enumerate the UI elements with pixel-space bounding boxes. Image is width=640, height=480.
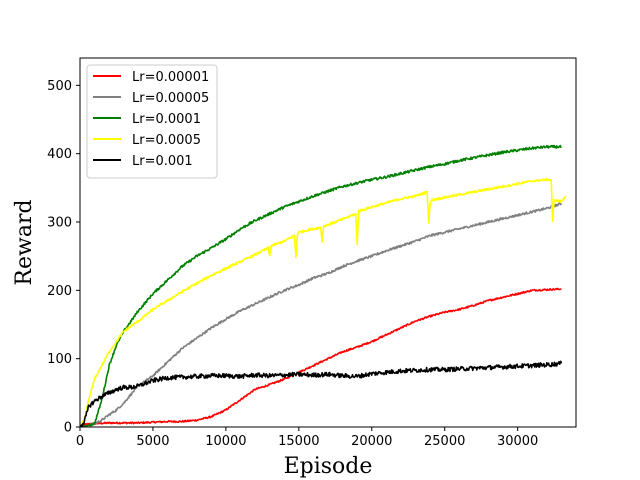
legend-label: Lr=0.0001	[132, 112, 201, 127]
y-tick-label: 400	[47, 147, 72, 162]
series-line-5	[80, 360, 563, 427]
y-tick-label: 200	[47, 284, 72, 299]
legend: Lr=0.00001 Lr=0.00005 Lr=0.0001 Lr=0.0005 Lr…	[86, 64, 218, 179]
y-tick-label: 500	[47, 79, 72, 94]
legend-label: Lr=0.00001	[132, 70, 209, 85]
x-tick-label: 20000	[351, 434, 392, 449]
series-line-2	[80, 202, 563, 427]
series-line-1	[80, 287, 562, 427]
legend-box	[86, 64, 218, 179]
x-tick-label: 25000	[424, 434, 465, 449]
x-axis-label: Episode	[284, 454, 373, 479]
series-line-3	[80, 144, 562, 427]
x-tick-label: 0	[76, 434, 84, 449]
legend-label: Lr=0.00005	[132, 91, 209, 106]
x-axis-ticks: 0 5000 10000 15000 20000 25000 30000	[76, 427, 538, 449]
x-tick-label: 15000	[278, 434, 319, 449]
x-tick-label: 10000	[205, 434, 246, 449]
plot-frame	[79, 57, 577, 428]
series-line-4	[80, 177, 567, 427]
y-tick-label: 300	[47, 216, 72, 231]
series-layer	[80, 144, 567, 427]
legend-label: Lr=0.001	[132, 154, 193, 169]
x-tick-label: 5000	[136, 434, 169, 449]
y-tick-label: 0	[64, 421, 72, 436]
legend-label: Lr=0.0005	[132, 133, 201, 148]
y-axis-label: Reward	[12, 199, 37, 285]
y-axis-ticks: 0 100 200 300 400 500	[47, 79, 80, 436]
y-tick-label: 100	[47, 352, 72, 367]
x-tick-label: 30000	[497, 434, 538, 449]
